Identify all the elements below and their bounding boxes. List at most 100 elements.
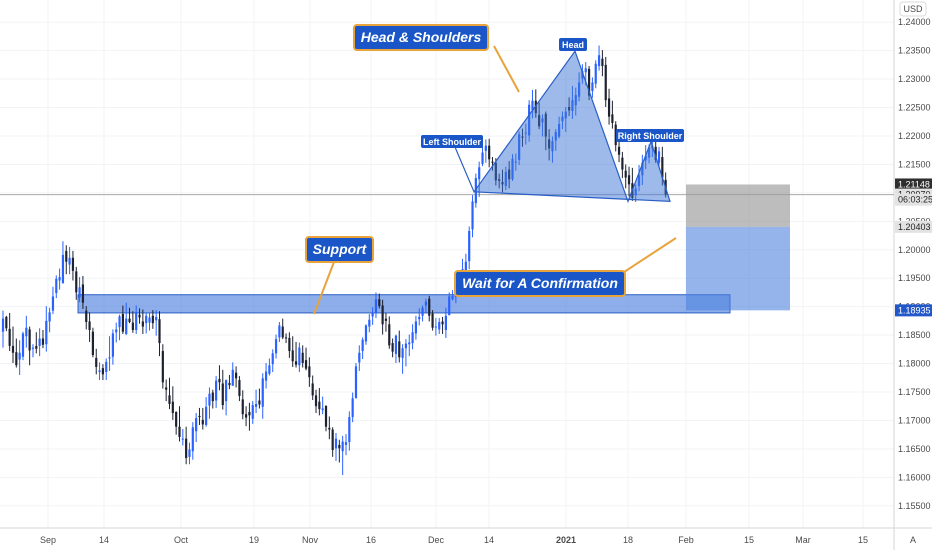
candle [254, 389, 258, 414]
candle-body [624, 170, 627, 178]
x-tick-label: 19 [249, 535, 259, 545]
candle-body [414, 321, 418, 334]
head-pill[interactable]: Head [559, 38, 587, 51]
candle-body [348, 417, 351, 443]
candle-body [344, 442, 348, 445]
candle-body [621, 157, 624, 170]
candle [135, 305, 138, 334]
candle [441, 316, 444, 334]
candle-body [254, 403, 258, 407]
support-callout-box [305, 236, 374, 263]
x-tick-label: Mar [795, 535, 811, 545]
y-tick-label: 1.19500 [898, 273, 931, 283]
candle-body [41, 338, 45, 345]
candle [371, 307, 374, 325]
candle-body [351, 398, 354, 418]
price-badge: 06:03:25 [895, 193, 932, 206]
head-shoulders-callout-box [353, 24, 489, 51]
candle-body [165, 387, 168, 390]
x-tick-label: Sep [40, 535, 56, 545]
candle-body [354, 366, 358, 399]
candle-body [171, 401, 174, 414]
candle [354, 362, 358, 399]
candle-body [391, 343, 394, 352]
candle-body [108, 357, 111, 359]
candle-body [178, 426, 181, 437]
x-tick-label: Dec [428, 535, 445, 545]
candle [484, 139, 487, 163]
y-tick-label: 1.21500 [898, 159, 931, 169]
candle-body [264, 371, 268, 381]
candle [85, 306, 88, 330]
x-tick-label: 18 [623, 535, 633, 545]
candle-body [61, 254, 65, 284]
candle [225, 379, 228, 416]
candle-body [48, 312, 51, 322]
candle-body [91, 331, 95, 356]
candle [244, 406, 248, 427]
candle [271, 349, 274, 373]
candle [358, 345, 361, 371]
candle-body [438, 322, 441, 330]
take-profit-box[interactable] [686, 226, 790, 311]
stop-loss-box[interactable] [686, 184, 790, 227]
candle-body [98, 370, 101, 373]
candle [404, 339, 408, 367]
candle-body [188, 449, 191, 457]
candle-body [601, 58, 604, 67]
candle [48, 307, 51, 333]
candle-body [374, 299, 378, 314]
candle-body [175, 411, 178, 427]
confirmation-callout-box [454, 270, 626, 297]
candle [388, 316, 391, 349]
candle [161, 344, 164, 389]
candle-body [251, 405, 254, 419]
head-shoulders-callout[interactable]: Head & Shoulders [353, 24, 489, 51]
candle [451, 290, 454, 301]
candle [11, 326, 15, 363]
candle [431, 310, 434, 331]
price-badge-box [895, 220, 932, 233]
candle [31, 344, 35, 358]
y-tick-label: 1.23000 [898, 74, 931, 84]
candle-body [308, 366, 311, 378]
candle [75, 266, 78, 300]
candle [334, 432, 338, 461]
candle [98, 362, 101, 381]
candle-body [191, 427, 194, 452]
candle [364, 324, 368, 345]
currency-tag[interactable]: USD [899, 1, 927, 17]
candle [421, 305, 424, 322]
candle-body [334, 438, 338, 449]
support-zone[interactable] [77, 294, 731, 314]
support-callout[interactable]: Support [305, 236, 374, 263]
candle [198, 407, 201, 425]
candle-body [341, 441, 344, 452]
candle [591, 77, 594, 98]
candle [627, 166, 631, 197]
candle [261, 373, 264, 419]
left-shoulder-pill[interactable]: Left Shoulder [421, 135, 483, 148]
candle-body [115, 329, 118, 333]
candle-body [284, 337, 288, 339]
confirmation-label: Wait for A Confirmation [462, 275, 618, 291]
y-tick-label: 1.15500 [898, 501, 931, 511]
candle [91, 327, 95, 358]
head-and-shoulders-pattern[interactable] [451, 49, 671, 204]
price-badge-label: 1.20403 [898, 222, 931, 232]
support-label: Support [313, 241, 368, 257]
candle-body [158, 319, 161, 344]
candle-body [291, 350, 294, 362]
auto-scale-toggle[interactable]: A [910, 535, 916, 545]
candle-body [478, 167, 481, 180]
candle [25, 315, 28, 348]
candle-body [654, 146, 657, 160]
candle [148, 313, 151, 331]
candle [624, 164, 627, 189]
confirmation-callout[interactable]: Wait for A Confirmation [454, 270, 626, 297]
right-shoulder-pill[interactable]: Right Shoulder [616, 129, 684, 142]
candle-body [181, 438, 184, 440]
candle [424, 298, 428, 313]
